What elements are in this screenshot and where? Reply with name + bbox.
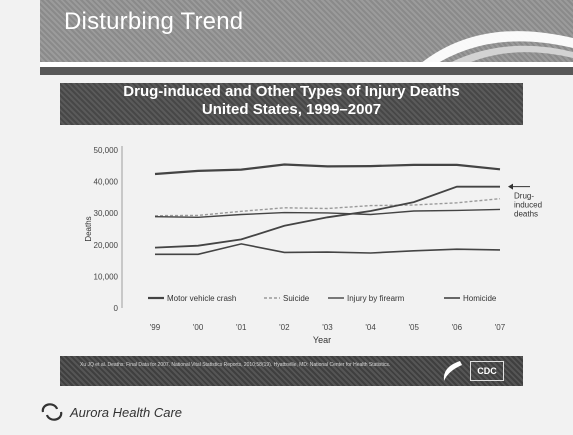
series-line-suicide	[154, 198, 501, 217]
legend-label: Homicide	[463, 294, 497, 303]
series-line-homicide	[155, 243, 501, 256]
slide-title: Disturbing Trend	[64, 8, 244, 35]
chart-legend: Motor vehicle crash Suicide Injury by fire…	[148, 294, 497, 303]
y-tick-label: 30,000	[94, 209, 119, 218]
annotation-arrowhead	[508, 183, 513, 190]
x-tick-label: '02	[279, 323, 290, 332]
y-tick-label: 10,000	[94, 272, 119, 281]
x-tick-label: '99	[150, 323, 161, 332]
chart-axes: 0 10,000 20,000 30,000 40,000 50,000 '99 '00 '01…	[94, 146, 506, 332]
cdc-swoosh-icon	[443, 361, 462, 381]
annotation-line: induced	[514, 201, 542, 210]
chart-series	[154, 163, 530, 256]
annotation-line: deaths	[514, 210, 538, 219]
title-stripe-light	[40, 62, 573, 67]
series-line-injury-by-firearm	[154, 208, 501, 219]
y-tick-label: 20,000	[94, 241, 119, 250]
series-line-motor-vehicle-crash	[154, 163, 501, 176]
x-axis-label: Year	[313, 335, 331, 345]
legend-label: Injury by firearm	[347, 294, 405, 303]
cdc-logo: CDC	[470, 361, 504, 381]
legend-label: Motor vehicle crash	[167, 294, 236, 303]
aurora-logo-icon	[41, 403, 63, 421]
swoosh-decoration	[420, 31, 573, 70]
y-tick-label: 0	[114, 304, 119, 313]
brand-name: Aurora Health Care	[70, 405, 182, 420]
legend-label: Suicide	[283, 294, 310, 303]
x-tick-label: '03	[322, 323, 333, 332]
series-line-drug-induced-deaths	[154, 185, 500, 249]
x-tick-label: '07	[495, 323, 506, 332]
y-axis-label: Deaths	[84, 216, 93, 241]
y-tick-label: 50,000	[94, 146, 119, 155]
title-stripe-dark	[40, 67, 573, 75]
footer-band: Xu JQ et al. Deaths: Final Data for 2007…	[60, 356, 523, 386]
annotation-line: Drug-	[514, 192, 534, 201]
x-tick-label: '00	[193, 323, 204, 332]
y-tick-label: 40,000	[94, 178, 119, 187]
x-tick-label: '05	[409, 323, 420, 332]
drug-induced-annotation: Drug-induced deaths	[514, 192, 542, 219]
x-tick-label: '06	[452, 323, 463, 332]
x-tick-label: '04	[365, 323, 376, 332]
x-tick-label: '01	[236, 323, 247, 332]
footer-citation: Xu JQ et al. Deaths: Final Data for 2007…	[80, 362, 391, 368]
chart-title-band: Drug-induced and Other Types of Injury D…	[60, 83, 523, 125]
chart-subtitle: United States, 1999–2007	[201, 101, 382, 118]
chart-title: Drug-induced and Other Types of Injury D…	[123, 83, 460, 100]
